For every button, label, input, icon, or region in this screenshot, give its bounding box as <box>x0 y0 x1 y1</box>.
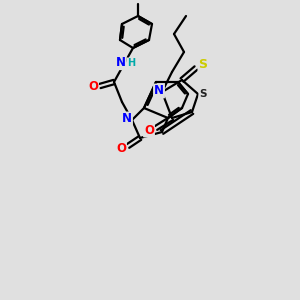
Text: N: N <box>154 85 164 98</box>
Text: O: O <box>144 124 154 136</box>
Text: H: H <box>127 58 135 68</box>
Text: S: S <box>199 58 208 71</box>
Text: N: N <box>122 112 132 125</box>
Text: O: O <box>116 142 126 154</box>
Text: O: O <box>88 80 98 94</box>
Text: N: N <box>116 56 126 70</box>
Text: S: S <box>199 89 207 99</box>
